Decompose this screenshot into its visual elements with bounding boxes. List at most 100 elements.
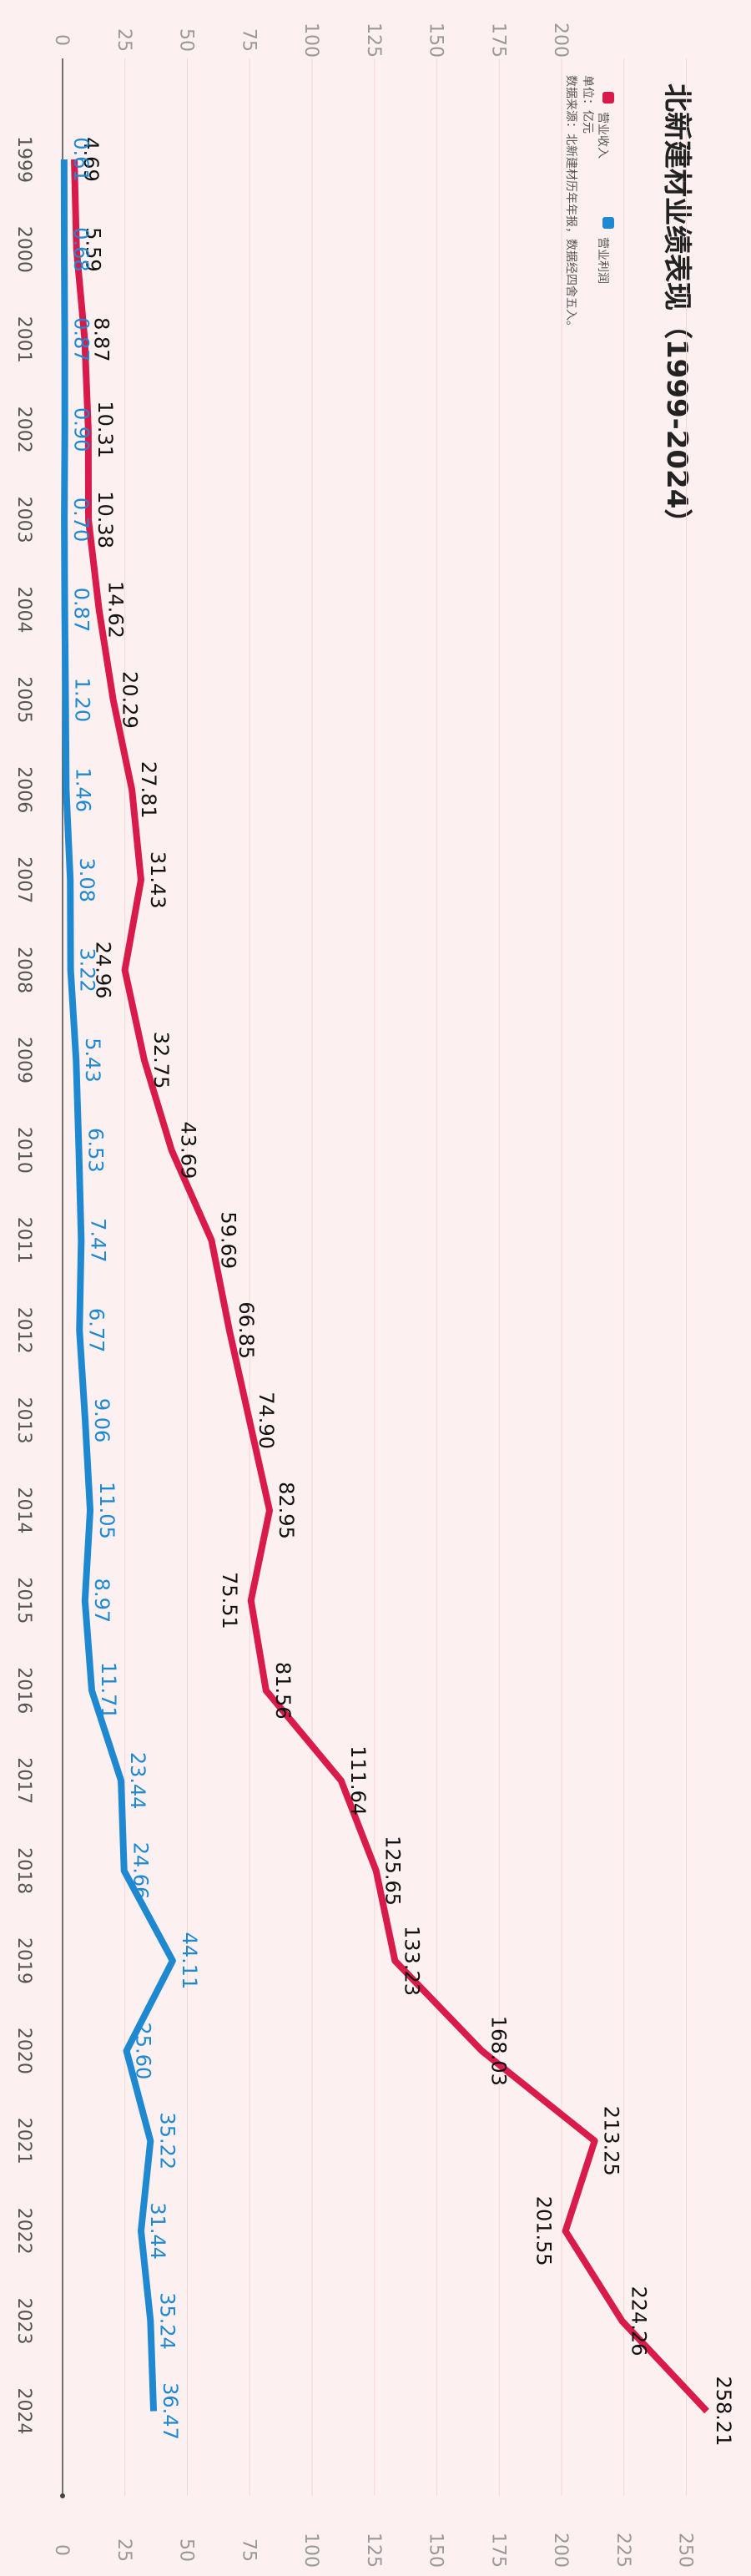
category-label: 2019 — [13, 1937, 34, 1984]
data-label: 0.87 — [70, 588, 93, 632]
value-tick-label: 75 — [238, 28, 259, 52]
value-tick-label: 125 — [363, 23, 384, 58]
data-label: 14.62 — [104, 581, 128, 639]
data-label: 81.56 — [271, 1662, 295, 1720]
value-tick-label: 100 — [300, 23, 321, 58]
category-label: 2005 — [13, 676, 34, 723]
value-tick-label: 50 — [176, 28, 197, 52]
data-label: 43.69 — [177, 1122, 200, 1179]
data-label: 258.21 — [712, 2376, 735, 2447]
category-label: 1999 — [13, 136, 34, 183]
category-label: 2007 — [13, 856, 34, 903]
data-label: 23.44 — [126, 1752, 149, 1810]
data-label: 32.75 — [149, 1032, 173, 1089]
data-label: 35.22 — [155, 2112, 179, 2169]
category-label: 2001 — [13, 316, 34, 363]
category-label: 2022 — [13, 2208, 34, 2255]
data-label: 75.51 — [218, 1572, 241, 1629]
value-tick-label: 50 — [176, 2538, 197, 2562]
data-label: 6.77 — [84, 1308, 108, 1352]
data-label: 0.90 — [70, 407, 93, 452]
data-label: 0.68 — [69, 227, 93, 271]
category-label: 2000 — [13, 226, 34, 273]
data-label: 4.69 — [79, 137, 103, 181]
data-label: 24.96 — [92, 942, 115, 999]
data-label: 66.85 — [234, 1301, 258, 1359]
value-tick-label: 75 — [238, 2538, 259, 2562]
data-label: 10.31 — [93, 401, 117, 458]
data-label: 27.81 — [137, 761, 160, 819]
data-label: 0.61 — [69, 137, 93, 181]
data-label: 3.08 — [75, 857, 98, 902]
value-tick-label: 200 — [550, 23, 571, 58]
data-label: 31.43 — [146, 851, 169, 909]
unit: 单位：亿元 — [581, 75, 594, 134]
axis-end — [60, 2493, 65, 2498]
value-tick-label: 150 — [426, 23, 446, 58]
data-label: 36.47 — [159, 2382, 182, 2440]
data-label: 59.69 — [216, 1211, 239, 1269]
value-tick-label: 0 — [51, 34, 72, 46]
data-label: 8.87 — [90, 317, 113, 361]
data-label: 44.11 — [178, 1932, 201, 1990]
legend-swatch — [602, 217, 614, 229]
category-label: 2014 — [13, 1488, 34, 1534]
category-label: 2009 — [13, 1037, 34, 1083]
value-tick-label: 100 — [300, 2533, 321, 2568]
data-label: 82.95 — [275, 1482, 298, 1539]
data-label: 24.66 — [129, 1842, 153, 1900]
value-tick-label: 175 — [487, 2533, 508, 2568]
data-label: 201.55 — [532, 2196, 556, 2266]
data-label: 1.46 — [71, 768, 94, 812]
category-label: 2020 — [13, 2028, 34, 2074]
data-label: 111.64 — [346, 1745, 370, 1816]
data-label: 20.29 — [118, 671, 142, 729]
category-label: 2011 — [13, 1217, 34, 1264]
category-label: 2004 — [13, 587, 34, 634]
value-tick-label: 250 — [675, 2533, 696, 2568]
category-label: 2012 — [13, 1307, 34, 1354]
data-label: 31.44 — [146, 2202, 169, 2260]
data-label: 3.22 — [76, 947, 99, 992]
data-label: 1.20 — [71, 678, 94, 722]
data-label: 10.38 — [93, 491, 117, 548]
data-label: 11.71 — [97, 1662, 120, 1720]
data-label: 224.26 — [628, 2286, 651, 2356]
data-label: 133.23 — [400, 1926, 423, 1996]
data-label: 5.43 — [81, 1038, 104, 1082]
category-label: 2024 — [13, 2388, 34, 2435]
data-label: 74.90 — [255, 1392, 278, 1449]
category-label: 2018 — [13, 1847, 34, 1894]
source: 数据来源：北新建材历年年报，数据经四舍五入。 — [564, 75, 577, 332]
data-label: 9.06 — [90, 1398, 113, 1442]
data-label: 0.87 — [70, 317, 93, 361]
chart-title: 北新建材业绩表现（1999-2024） — [660, 83, 693, 537]
category-label: 2021 — [13, 2118, 34, 2164]
value-tick-label: 200 — [550, 2533, 571, 2568]
legend-label: 营业利润 — [596, 237, 609, 284]
category-label: 2015 — [13, 1577, 34, 1624]
category-label: 2016 — [13, 1667, 34, 1714]
category-label: 2006 — [13, 766, 34, 813]
data-label: 125.65 — [381, 1836, 405, 1906]
value-tick-label: 150 — [426, 2533, 446, 2568]
value-tick-label: 175 — [487, 23, 508, 58]
value-tick-label: 125 — [363, 2533, 384, 2568]
data-label: 168.03 — [486, 2016, 510, 2086]
data-label: 7.47 — [86, 1218, 109, 1262]
data-label: 0.70 — [69, 498, 93, 542]
category-label: 2010 — [13, 1127, 34, 1174]
data-label: 8.97 — [90, 1578, 113, 1623]
legend-swatch — [602, 92, 614, 104]
data-label: 11.05 — [95, 1482, 118, 1539]
data-label: 6.53 — [84, 1128, 108, 1172]
category-label: 2008 — [13, 947, 34, 993]
value-tick-label: 225 — [612, 2533, 633, 2568]
series-line — [60, 159, 176, 2412]
data-label: 25.60 — [132, 2023, 155, 2080]
value-tick-label: 25 — [113, 2538, 134, 2562]
data-label: 35.24 — [155, 2292, 179, 2350]
category-label: 2003 — [13, 497, 34, 543]
